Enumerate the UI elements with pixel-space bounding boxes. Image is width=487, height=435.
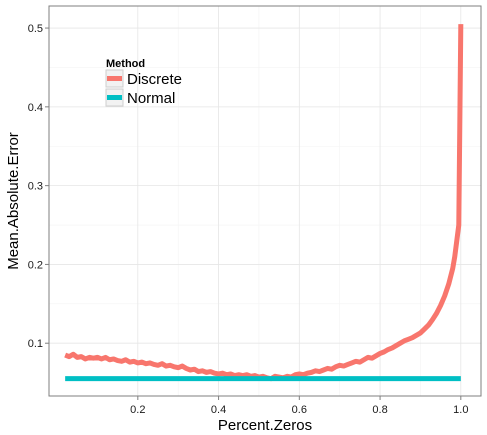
x-axis-title: Percent.Zeros: [218, 417, 312, 434]
x-tick-label: 1.0: [453, 404, 468, 416]
x-axis-ticks: 0.2 0.4 0.6 0.8 1.0: [130, 396, 468, 416]
y-tick-label: 0.4: [28, 102, 43, 114]
x-tick-label: 0.8: [372, 404, 387, 416]
y-axis-ticks: 0.1 0.2 0.3 0.4 0.5: [28, 23, 49, 350]
legend-label-discrete: Discrete: [127, 71, 182, 88]
y-axis-title: Mean.Absolute.Error: [5, 132, 22, 270]
y-tick-label: 0.1: [28, 338, 43, 350]
grid-minor: [49, 6, 481, 396]
x-tick-label: 0.4: [211, 404, 226, 416]
x-tick-label: 0.6: [292, 404, 307, 416]
y-tick-label: 0.3: [28, 181, 43, 193]
legend-item-normal: Normal: [105, 88, 175, 107]
legend-title: Method: [106, 58, 145, 70]
series-layer: [64, 24, 464, 382]
legend-item-discrete: Discrete: [105, 69, 182, 88]
panel-border: [48, 5, 482, 397]
legend-label-normal: Normal: [127, 90, 175, 107]
legend: Method Discrete Normal: [105, 58, 182, 107]
y-tick-label: 0.5: [28, 23, 43, 35]
y-tick-label: 0.2: [28, 259, 43, 271]
x-tick-label: 0.2: [130, 404, 145, 416]
grid-major: [49, 6, 481, 396]
